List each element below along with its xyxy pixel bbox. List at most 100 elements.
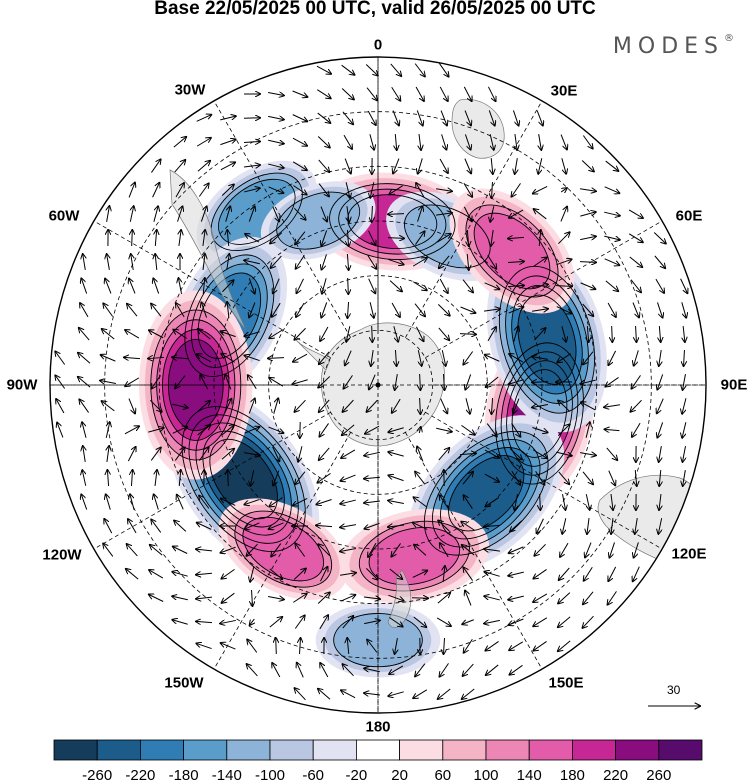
wind-vector bbox=[415, 231, 424, 245]
wind-vector bbox=[321, 230, 328, 245]
wind-vector bbox=[249, 302, 256, 318]
wind-vector bbox=[512, 183, 521, 196]
wind-vector bbox=[611, 494, 613, 510]
wind-vector bbox=[444, 637, 445, 654]
wind-vector bbox=[173, 137, 186, 148]
wind-vector bbox=[563, 494, 566, 510]
wind-vector bbox=[443, 566, 445, 583]
wind-vector bbox=[57, 423, 64, 438]
wind-vector bbox=[419, 427, 420, 434]
wind-vector bbox=[101, 355, 116, 362]
anomaly-contour bbox=[465, 204, 559, 298]
wind-vector bbox=[510, 664, 523, 674]
wind-vector bbox=[532, 309, 548, 311]
wind-vector bbox=[463, 86, 471, 101]
wind-vector bbox=[508, 571, 524, 576]
wind-vector bbox=[534, 543, 546, 555]
wind-vector bbox=[486, 423, 497, 437]
wind-vector bbox=[225, 375, 232, 390]
wind-vector bbox=[539, 230, 541, 247]
wind-vector bbox=[492, 181, 493, 198]
lon-label-90w: 90W bbox=[6, 376, 38, 394]
wind-vector bbox=[463, 351, 474, 364]
wind-vector bbox=[462, 472, 473, 485]
colorbar-segment bbox=[615, 739, 660, 761]
wind-vector bbox=[582, 135, 592, 148]
wind-vector bbox=[82, 470, 86, 486]
anomaly-contour bbox=[234, 510, 333, 588]
colorbar-segment bbox=[572, 739, 617, 761]
wind-vector bbox=[273, 278, 280, 294]
wind-vector bbox=[130, 206, 133, 222]
wind-vector bbox=[391, 302, 400, 317]
lon-label-90e: 90E bbox=[720, 376, 748, 394]
wind-vector bbox=[657, 374, 664, 389]
wind-vector bbox=[268, 92, 284, 95]
wind-vector bbox=[344, 158, 351, 174]
wind-vector bbox=[630, 399, 642, 412]
wind-vector bbox=[220, 139, 235, 146]
wind-vector bbox=[243, 141, 260, 142]
colorbar-tick-label: 220 bbox=[603, 767, 628, 783]
wind-vector bbox=[489, 134, 494, 150]
wind-vector bbox=[510, 520, 523, 532]
wind-vector bbox=[342, 616, 353, 629]
wind-vector bbox=[103, 544, 114, 557]
wind-vector bbox=[440, 543, 449, 558]
wind-vector bbox=[340, 595, 356, 602]
lon-label-180: 180 bbox=[365, 718, 391, 736]
wind-vector bbox=[635, 518, 638, 534]
wind-vector bbox=[153, 206, 158, 222]
wind-vector bbox=[293, 353, 308, 362]
wind-vector bbox=[155, 230, 156, 247]
wind-vector bbox=[201, 302, 208, 318]
wind-vector bbox=[558, 592, 571, 604]
wind-vector bbox=[270, 232, 283, 244]
wind-vector bbox=[441, 134, 447, 149]
wind-vector bbox=[173, 330, 187, 339]
wind-vector bbox=[221, 184, 234, 196]
wind-vector bbox=[537, 518, 544, 533]
wind-vector bbox=[293, 185, 306, 195]
map-title: Base 22/05/2025 00 UTC, valid 26/05/2025… bbox=[154, 0, 596, 19]
wind-vector bbox=[515, 134, 517, 150]
wind-vector bbox=[273, 398, 278, 414]
wind-vector bbox=[436, 234, 451, 243]
wind-vector bbox=[560, 134, 567, 150]
wind-vector bbox=[418, 158, 423, 173]
wind-vector bbox=[491, 397, 492, 414]
wind-vector bbox=[364, 597, 380, 599]
wind-vector bbox=[440, 110, 447, 126]
wind-vector bbox=[128, 519, 137, 534]
wind-vector bbox=[533, 258, 546, 267]
wind-vector bbox=[509, 448, 522, 460]
wind-vector bbox=[509, 354, 524, 363]
wind-vector bbox=[415, 472, 426, 485]
wind-vector bbox=[438, 688, 451, 699]
wind-vector bbox=[491, 230, 493, 246]
wind-vector bbox=[604, 211, 620, 216]
wind-vector bbox=[316, 525, 333, 526]
wind-vector bbox=[131, 254, 133, 270]
wind-vector bbox=[533, 641, 547, 650]
wind-vector bbox=[196, 138, 211, 147]
wind-vector bbox=[465, 374, 472, 389]
wind-vector bbox=[657, 302, 662, 317]
wind-vector bbox=[585, 542, 592, 558]
wind-vector bbox=[388, 258, 403, 264]
wind-vector bbox=[269, 617, 282, 628]
wind-vector bbox=[462, 619, 474, 624]
wind-vector bbox=[318, 544, 330, 557]
wind-vector bbox=[225, 206, 230, 222]
meridian-line bbox=[93, 220, 331, 359]
wind-vector bbox=[415, 663, 426, 677]
wind-vector bbox=[347, 206, 349, 222]
wind-vector bbox=[292, 90, 308, 97]
wind-vector bbox=[628, 233, 643, 242]
colorbar-segment bbox=[226, 739, 271, 761]
wind-vector bbox=[322, 254, 327, 269]
wind-vector bbox=[321, 302, 328, 317]
wind-vector bbox=[55, 375, 66, 389]
wind-vector bbox=[461, 424, 474, 434]
wind-vector bbox=[561, 158, 566, 173]
